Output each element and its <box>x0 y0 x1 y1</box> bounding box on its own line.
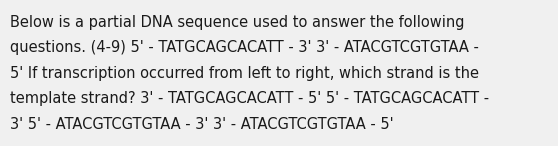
Text: 3' 5' - ATACGTCGTGTAA - 3' 3' - ATACGTCGTGTAA - 5': 3' 5' - ATACGTCGTGTAA - 3' 3' - ATACGTCG… <box>10 117 394 132</box>
Text: questions. (4-9) 5' - TATGCAGCACATT - 3' 3' - ATACGTCGTGTAA -: questions. (4-9) 5' - TATGCAGCACATT - 3'… <box>10 40 479 55</box>
Text: template strand? 3' - TATGCAGCACATT - 5' 5' - TATGCAGCACATT -: template strand? 3' - TATGCAGCACATT - 5'… <box>10 91 489 106</box>
Text: Below is a partial DNA sequence used to answer the following: Below is a partial DNA sequence used to … <box>10 15 465 30</box>
Text: 5' If transcription occurred from left to right, which strand is the: 5' If transcription occurred from left t… <box>10 66 479 81</box>
